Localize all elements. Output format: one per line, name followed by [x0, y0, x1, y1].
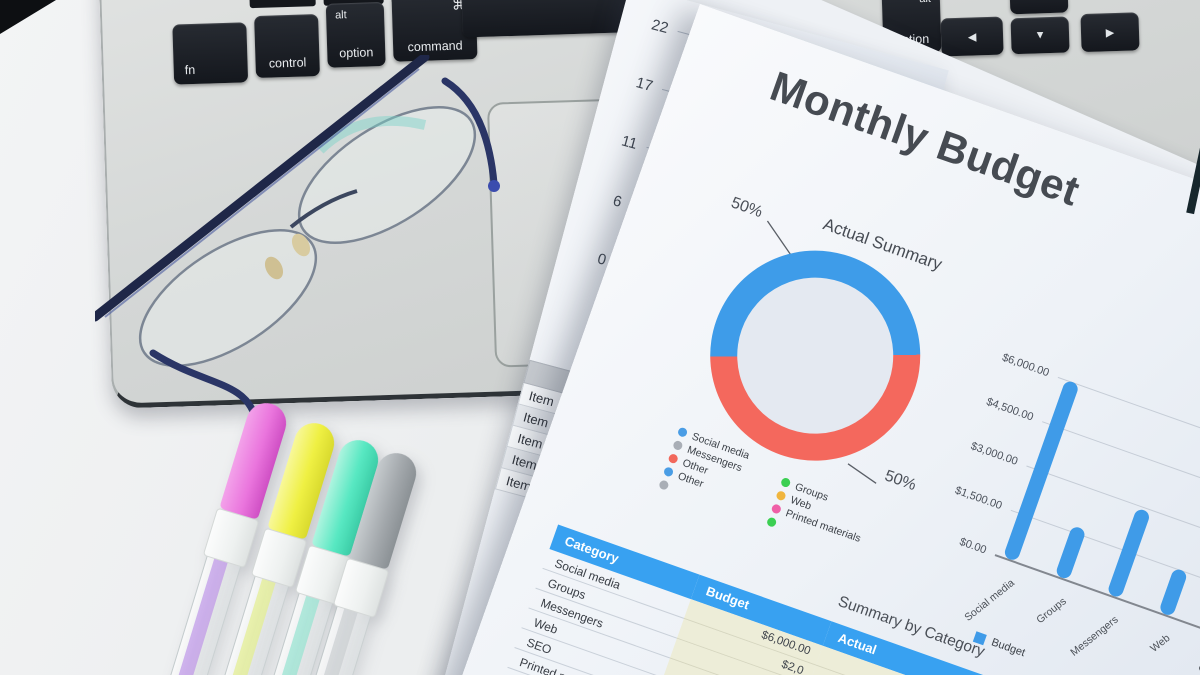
legend-dot — [770, 503, 783, 515]
donut-legend-right: Groups Web Printed materials — [765, 475, 872, 559]
eyeglasses — [95, 55, 500, 424]
legend-dot — [667, 452, 679, 465]
glasses-temple-long — [149, 349, 259, 421]
glasses-nose-pad — [264, 256, 284, 280]
arrow-left-icon: ◀ — [967, 30, 977, 44]
arrow-down-icon: ▼ — [1034, 29, 1046, 42]
donut-legend-left: Social media Messengers Other Other — [657, 425, 751, 516]
axis-tick-label: 0 — [595, 249, 609, 269]
glasses-lens-reflection — [316, 115, 427, 154]
arrow-down-key: ▼ — [1010, 16, 1070, 55]
upper-key-row-strip — [249, 0, 316, 9]
legend-dot — [779, 476, 792, 489]
glasses-temple-tip — [488, 180, 500, 192]
glasses-top-rim — [95, 55, 430, 322]
axis-tick-label: 22 — [649, 15, 671, 37]
legend-dot — [676, 426, 689, 438]
arrow-left-key: ◀ — [940, 16, 1004, 57]
arrow-right-icon: ▶ — [1105, 26, 1115, 39]
donut-label-bottom: 50% — [882, 467, 919, 495]
bar-chart-y-label: $4,500.00 — [984, 395, 1035, 424]
alt-key-label: alt — [334, 9, 347, 22]
donut-label-top: 50% — [728, 194, 765, 222]
glasses-temple-short — [441, 77, 498, 187]
bar-chart-bar — [1158, 567, 1189, 617]
command-key-label: command — [407, 38, 463, 55]
bar-chart-gridline — [1042, 421, 1200, 559]
arrow-up-icon: ▲ — [1009, 0, 1068, 14]
glasses-lens-right — [297, 106, 477, 244]
legend-dot — [662, 466, 675, 478]
right-alt-key-label: alt — [919, 0, 931, 5]
bar-chart-plot: $6,000.00 $4,500.00 $3,000.00 $1,500.00 $0.0… — [953, 352, 1200, 675]
bar-chart-bar — [1054, 524, 1087, 581]
axis-tick-label: 17 — [634, 73, 655, 95]
legend-dot — [765, 516, 778, 528]
legend-dot — [672, 439, 684, 452]
legend-dot — [658, 479, 670, 491]
screen-corner-wedge — [0, 0, 56, 34]
arrow-up-key: ▲ — [1009, 0, 1069, 15]
glasses-bridge — [289, 189, 358, 229]
axis-tick-label: 6 — [611, 191, 624, 211]
bar-chart-y-label: $6,000.00 — [1000, 351, 1051, 380]
legend-dot — [775, 489, 787, 502]
bar-chart-y-label: $3,000.00 — [969, 440, 1020, 468]
bar-chart-y-label: $1,500.00 — [953, 484, 1004, 513]
donut-hole — [715, 256, 915, 456]
summary-table: Category Budget Actual Social media $6,00… — [500, 524, 992, 675]
glasses-nose-pad — [291, 233, 311, 257]
bar-chart-y-label: $0.00 — [957, 535, 988, 557]
glasses-top-rim-highlight — [104, 68, 420, 318]
arrow-right-key: ▶ — [1080, 12, 1140, 53]
bar-chart-bar — [1106, 507, 1152, 599]
pen-core — [158, 558, 228, 675]
axis-tick-label: 11 — [619, 132, 640, 153]
